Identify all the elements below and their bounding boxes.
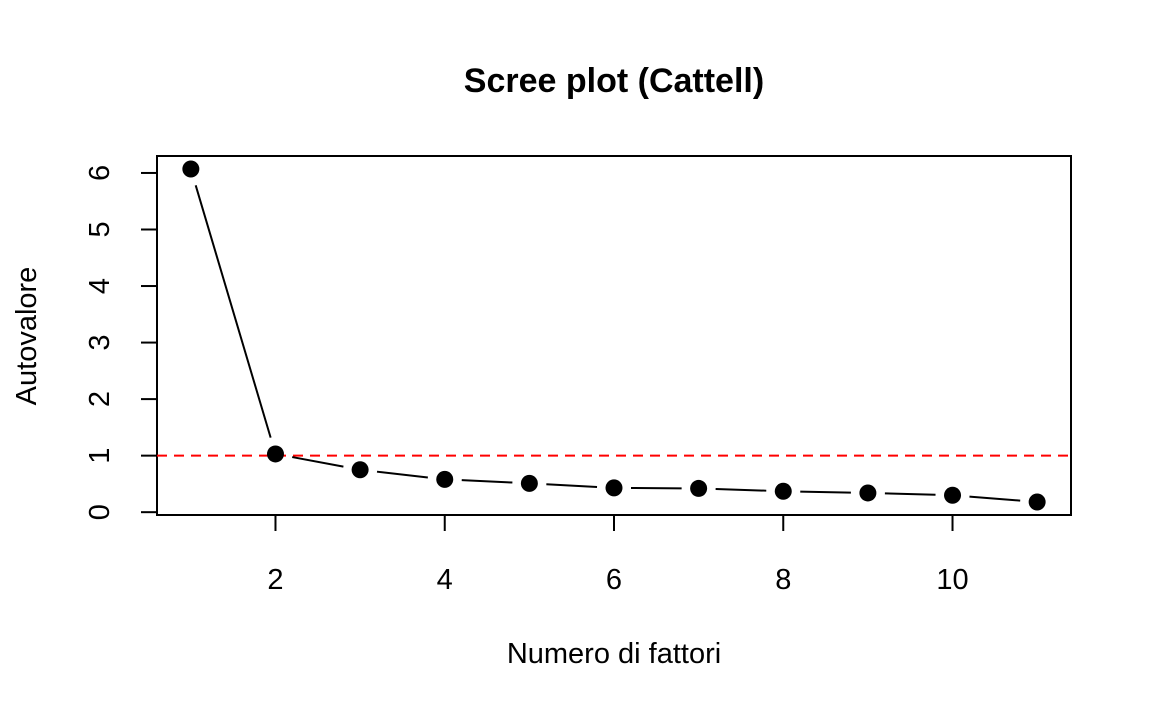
data-point [859,484,877,502]
data-point [266,445,284,463]
y-tick-label: 1 [84,448,116,464]
series-segment [461,479,513,484]
y-axis: 0 1 2 3 4 5 6 [84,165,158,520]
data-point [944,486,962,504]
y-tick-label: 2 [84,391,116,407]
y-tick-label: 6 [84,165,116,181]
series-segment [969,495,1021,502]
data-point [520,474,538,492]
series-segment [884,492,936,496]
series-segment [376,470,428,479]
x-tick-label: 8 [775,564,791,596]
series-segment [194,185,272,438]
series-segment [715,487,767,492]
series-segment [292,456,344,468]
chart-title: Scree plot (Cattell) [464,62,764,100]
x-axis-label: Numero di fattori [507,638,721,670]
y-axis-label: Autovalore [11,267,43,406]
plot-frame [156,155,1072,516]
series-points [182,160,1046,511]
x-tick-label: 4 [437,564,453,596]
y-tick-label: 4 [84,278,116,294]
series-segment [546,483,598,488]
y-tick-label: 3 [84,334,116,350]
series-line-segments [194,185,1021,502]
data-point [605,479,623,497]
data-point [351,461,369,479]
x-tick-label: 6 [606,564,622,596]
data-point [436,470,454,488]
y-tick-label: 5 [84,221,116,237]
x-tick-label: 2 [267,564,283,596]
x-axis: 2 4 6 8 10 [267,514,969,596]
series-segment [800,490,851,494]
data-point [182,160,200,178]
x-tick-label: 10 [936,564,968,596]
data-point [774,482,792,500]
y-tick-label: 0 [84,504,116,520]
data-point [690,479,708,497]
data-point [1028,493,1046,511]
